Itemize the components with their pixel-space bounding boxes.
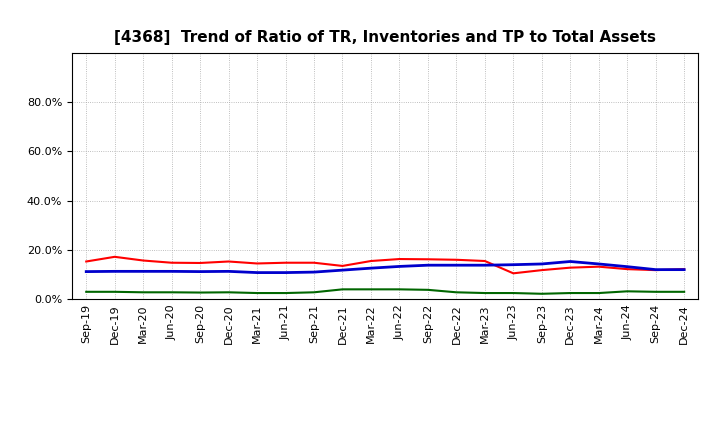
Trade Payables bbox=[82, 289, 91, 294]
Inventories bbox=[196, 269, 204, 274]
Trade Receivables bbox=[509, 271, 518, 276]
Trade Payables bbox=[110, 289, 119, 294]
Line: Inventories: Inventories bbox=[86, 261, 684, 273]
Trade Payables bbox=[366, 287, 375, 292]
Line: Trade Receivables: Trade Receivables bbox=[86, 257, 684, 273]
Trade Receivables bbox=[253, 261, 261, 266]
Inventories bbox=[167, 269, 176, 274]
Trade Receivables bbox=[652, 268, 660, 273]
Inventories bbox=[537, 261, 546, 267]
Trade Receivables bbox=[110, 254, 119, 260]
Trade Payables bbox=[680, 289, 688, 294]
Trade Payables bbox=[423, 287, 432, 293]
Trade Payables bbox=[452, 290, 461, 295]
Trade Receivables bbox=[338, 263, 347, 268]
Trade Receivables bbox=[480, 258, 489, 264]
Trade Receivables bbox=[423, 257, 432, 262]
Trade Payables bbox=[537, 291, 546, 297]
Trade Payables bbox=[395, 287, 404, 292]
Line: Trade Payables: Trade Payables bbox=[86, 290, 684, 294]
Trade Payables bbox=[282, 290, 290, 296]
Inventories bbox=[566, 259, 575, 264]
Trade Receivables bbox=[566, 265, 575, 270]
Trade Payables bbox=[253, 290, 261, 296]
Inventories bbox=[338, 268, 347, 273]
Trade Payables bbox=[196, 290, 204, 295]
Inventories bbox=[366, 265, 375, 271]
Trade Payables bbox=[480, 290, 489, 296]
Trade Receivables bbox=[366, 258, 375, 264]
Inventories bbox=[652, 267, 660, 272]
Inventories bbox=[282, 270, 290, 275]
Trade Receivables bbox=[452, 257, 461, 262]
Trade Payables bbox=[310, 290, 318, 295]
Trade Payables bbox=[338, 287, 347, 292]
Trade Receivables bbox=[395, 257, 404, 262]
Trade Payables bbox=[566, 290, 575, 296]
Inventories bbox=[82, 269, 91, 274]
Inventories bbox=[680, 267, 688, 272]
Trade Payables bbox=[167, 290, 176, 295]
Inventories bbox=[225, 269, 233, 274]
Trade Receivables bbox=[595, 264, 603, 269]
Trade Payables bbox=[509, 290, 518, 296]
Inventories bbox=[139, 269, 148, 274]
Trade Payables bbox=[623, 289, 631, 294]
Inventories bbox=[253, 270, 261, 275]
Inventories bbox=[395, 264, 404, 269]
Trade Payables bbox=[595, 290, 603, 296]
Trade Payables bbox=[652, 289, 660, 294]
Inventories bbox=[310, 269, 318, 275]
Inventories bbox=[595, 261, 603, 267]
Trade Receivables bbox=[167, 260, 176, 265]
Inventories bbox=[623, 264, 631, 269]
Trade Receivables bbox=[196, 260, 204, 266]
Trade Payables bbox=[139, 290, 148, 295]
Inventories bbox=[452, 263, 461, 268]
Trade Receivables bbox=[623, 267, 631, 272]
Inventories bbox=[480, 263, 489, 268]
Trade Receivables bbox=[537, 268, 546, 273]
Trade Receivables bbox=[282, 260, 290, 265]
Trade Payables bbox=[225, 290, 233, 295]
Title: [4368]  Trend of Ratio of TR, Inventories and TP to Total Assets: [4368] Trend of Ratio of TR, Inventories… bbox=[114, 29, 656, 45]
Trade Receivables bbox=[225, 259, 233, 264]
Trade Receivables bbox=[82, 259, 91, 264]
Trade Receivables bbox=[680, 267, 688, 272]
Inventories bbox=[423, 263, 432, 268]
Trade Receivables bbox=[139, 258, 148, 263]
Inventories bbox=[110, 269, 119, 274]
Trade Receivables bbox=[310, 260, 318, 265]
Inventories bbox=[509, 262, 518, 268]
